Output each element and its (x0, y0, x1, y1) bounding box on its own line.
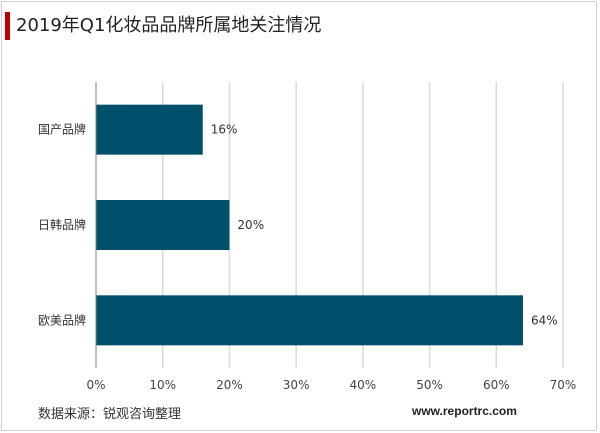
bar (96, 104, 203, 155)
chart-title: 2019年Q1化妆品品牌所属地关注情况 (16, 15, 322, 36)
data-source-note: 数据来源：锐观咨询整理 (38, 407, 182, 422)
x-tick-label: 20% (216, 378, 243, 392)
bar-value-label: 20% (237, 218, 264, 232)
x-tick-label: 60% (483, 378, 510, 392)
category-label: 日韩品牌 (38, 217, 86, 232)
x-tick-label: 70% (550, 378, 577, 392)
bar (96, 200, 230, 250)
x-tick-label: 0% (86, 378, 105, 392)
website-url: www.reportrc.com (412, 404, 517, 418)
x-tick-label: 10% (149, 378, 176, 392)
bar (96, 295, 523, 346)
x-tick-label: 30% (283, 378, 310, 392)
x-tick-label: 50% (416, 378, 443, 392)
bars: 16% 20% 64% (96, 104, 558, 346)
category-label: 国产品牌 (38, 123, 86, 137)
x-tick-labels: 0% 10% 20% 30% 40% 50% 60% 70% (86, 378, 576, 392)
x-tick-label: 40% (350, 378, 377, 392)
bar-value-label: 64% (531, 313, 558, 327)
category-label: 欧美品牌 (38, 313, 86, 327)
title-accent-bar (5, 12, 10, 40)
bar-value-label: 16% (211, 123, 238, 137)
